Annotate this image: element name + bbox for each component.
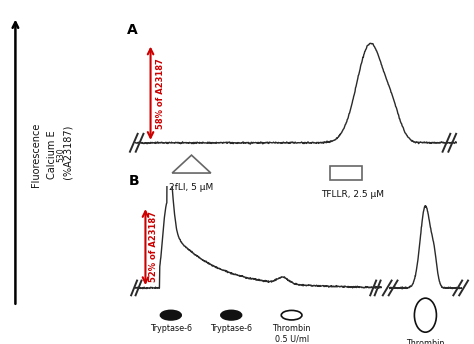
Circle shape [161,310,181,320]
Text: 2fLI, 5 μM: 2fLI, 5 μM [169,183,214,192]
Text: 58% of A23187: 58% of A23187 [156,58,165,129]
Text: A: A [127,23,138,37]
Text: 52% of A23187: 52% of A23187 [149,212,158,282]
Text: Tryptase-6: Tryptase-6 [150,324,192,333]
Circle shape [221,310,242,320]
Bar [330,166,362,180]
Text: Tryptase-6: Tryptase-6 [210,324,252,333]
Text: Thrombin
0.5 U/ml: Thrombin 0.5 U/ml [273,324,311,344]
Text: Calcium E: Calcium E [47,130,57,179]
Text: Thrombin
0.5 U/ml: Thrombin 0.5 U/ml [406,339,445,344]
Circle shape [414,298,437,332]
Text: Fluorescence: Fluorescence [30,122,41,187]
Text: 530: 530 [56,148,65,162]
Text: (%A23187): (%A23187) [64,126,74,183]
Circle shape [281,310,302,320]
Text: B: B [129,174,139,189]
Text: TFLLR, 2.5 μM: TFLLR, 2.5 μM [321,190,384,198]
